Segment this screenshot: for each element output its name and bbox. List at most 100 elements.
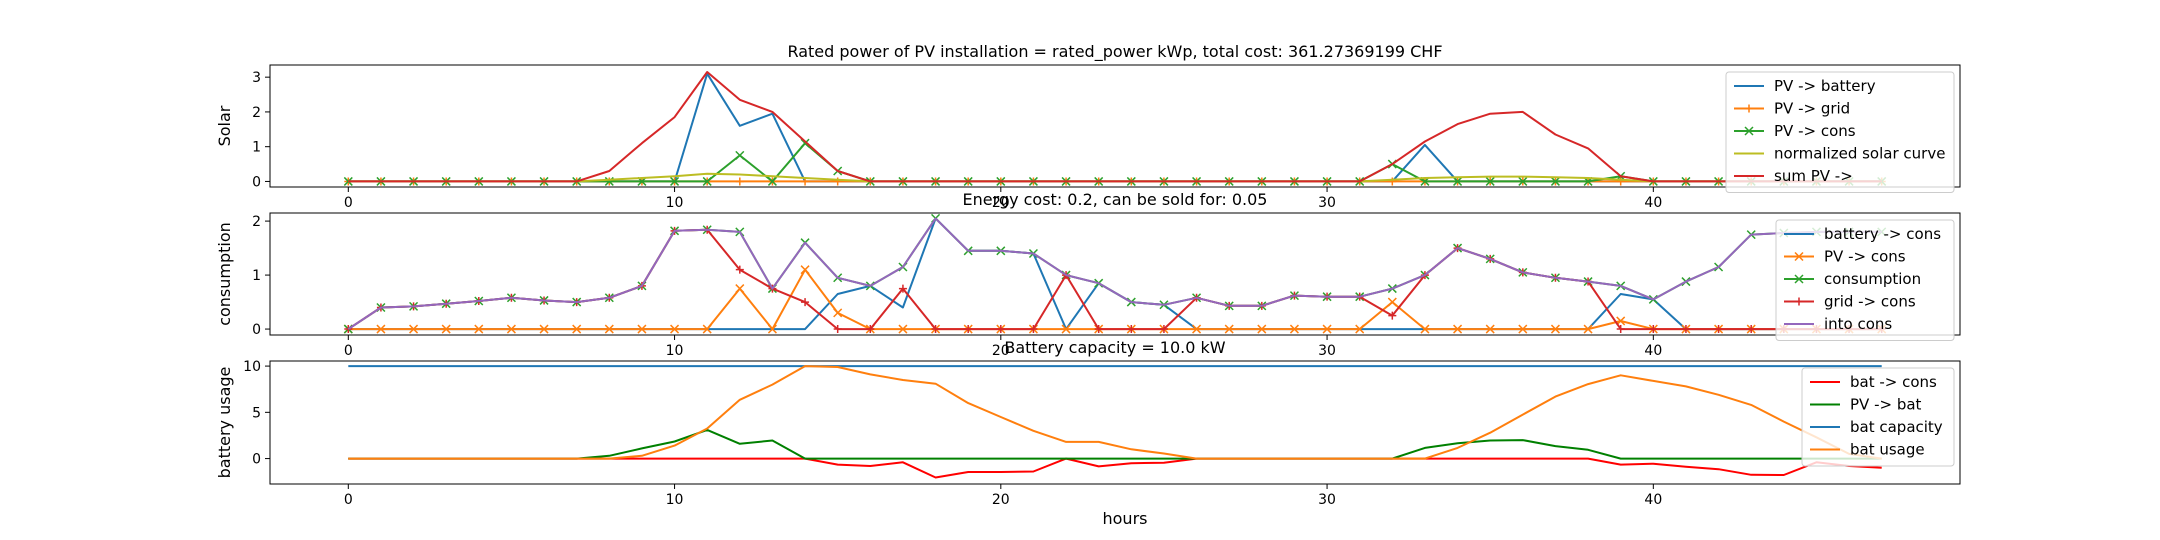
- data-point: [1355, 324, 1365, 334]
- data-point: [441, 324, 451, 334]
- legend-box: [1725, 71, 1955, 193]
- legend-marker: [1794, 251, 1804, 262]
- x-tick-label: 30: [1318, 195, 1336, 211]
- legend-label: sum PV ->: [1774, 167, 1853, 185]
- data-point: [1714, 325, 1723, 334]
- legend-label: PV -> cons: [1774, 122, 1856, 140]
- data-point: [1583, 324, 1593, 334]
- y-tick-label: 5: [252, 405, 261, 421]
- data-point: [409, 324, 419, 334]
- series-4: [348, 365, 1882, 460]
- legend-label: bat capacity: [1850, 418, 1943, 436]
- data-point: [1550, 176, 1560, 186]
- subplot-2-frame: [269, 212, 1961, 336]
- series-line: [348, 428, 1882, 460]
- data-point: [735, 265, 744, 274]
- data-point: [539, 324, 549, 334]
- data-point: [702, 324, 712, 334]
- data-point: [1061, 324, 1071, 334]
- data-point: [898, 324, 908, 334]
- figure-xlabel: hours: [1103, 509, 1148, 528]
- data-point: [1094, 325, 1103, 334]
- subplot-1-legend: PV -> battery PV -> grid PV -> cons normali…: [1725, 71, 1955, 193]
- subplot-2: Energy cost: 0.2, can be sold for: 0.05 c…: [215, 190, 1961, 359]
- data-point: [376, 324, 386, 334]
- series-line: [347, 217, 1882, 330]
- y-tick-label: 1: [252, 268, 261, 284]
- data-point: [898, 284, 907, 293]
- data-point: [1485, 324, 1495, 334]
- data-point: [1518, 176, 1528, 186]
- series-5: [348, 71, 1882, 183]
- subplot-3: Battery capacity = 10.0 kW battery usage 0…: [215, 338, 1961, 508]
- data-point: [506, 324, 516, 334]
- x-tick-label: 0: [344, 343, 353, 359]
- legend-marker: [1795, 297, 1803, 306]
- data-point: [1453, 324, 1463, 334]
- subplot-1-title: Rated power of PV installation = rated_p…: [787, 42, 1442, 62]
- data-point: [735, 177, 744, 186]
- data-point: [474, 324, 484, 334]
- subplot-2-title: Energy cost: 0.2, can be sold for: 0.05: [963, 190, 1268, 209]
- legend-marker: [1794, 274, 1804, 284]
- data-point: [833, 325, 842, 334]
- data-point: [670, 176, 680, 186]
- data-point: [1518, 324, 1528, 334]
- data-point: [1029, 325, 1038, 334]
- data-point: [833, 308, 843, 318]
- data-point: [866, 325, 875, 334]
- data-point: [572, 324, 582, 334]
- data-point: [800, 265, 810, 275]
- series-line: [348, 71, 1882, 183]
- subplot-1: Rated power of PV installation = rated_p…: [215, 42, 1961, 211]
- data-point: [996, 325, 1005, 334]
- y-tick-label: 10: [243, 359, 261, 375]
- data-point: [767, 176, 777, 186]
- subplot-3-ylabel: battery usage: [215, 367, 234, 479]
- x-tick-label: 40: [1644, 492, 1662, 508]
- series-5: [347, 217, 1882, 330]
- data-point: [670, 324, 680, 334]
- data-point: [800, 138, 810, 148]
- legend-label: into cons: [1824, 315, 1892, 333]
- data-point: [1747, 325, 1756, 334]
- data-point: [1453, 176, 1463, 186]
- legend-marker: [1745, 104, 1753, 113]
- data-point: [637, 324, 647, 334]
- series-2: [348, 428, 1882, 460]
- subplot-3-title: Battery capacity = 10.0 kW: [1004, 338, 1225, 357]
- data-point: [1420, 324, 1430, 334]
- legend-marker: [1744, 126, 1754, 136]
- legend-label: bat -> cons: [1850, 373, 1937, 391]
- y-tick-label: 3: [252, 70, 261, 86]
- legend-label: PV -> cons: [1824, 248, 1906, 266]
- data-point: [931, 325, 940, 334]
- x-tick-label: 0: [344, 195, 353, 211]
- data-point: [1550, 324, 1560, 334]
- legend-label: PV -> grid: [1774, 100, 1850, 118]
- legend-label: consumption: [1824, 270, 1921, 288]
- x-tick-label: 30: [1318, 343, 1336, 359]
- data-point: [801, 298, 810, 307]
- subplot-3-frame: [269, 360, 1961, 485]
- y-tick-label: 0: [252, 322, 261, 338]
- x-tick-label: 40: [1644, 343, 1662, 359]
- y-tick-label: 0: [252, 452, 261, 468]
- legend-label: bat usage: [1850, 441, 1925, 459]
- legend-label: PV -> bat: [1850, 396, 1922, 414]
- data-point: [1616, 325, 1625, 334]
- data-point: [1485, 176, 1495, 186]
- data-point: [1257, 324, 1267, 334]
- subplot-2-ylabel: consumption: [215, 222, 234, 326]
- legend-label: grid -> cons: [1824, 293, 1916, 311]
- data-point: [1649, 325, 1658, 334]
- data-point: [964, 325, 973, 334]
- y-tick-label: 0: [252, 174, 261, 190]
- x-tick-label: 40: [1644, 195, 1662, 211]
- data-point: [735, 284, 745, 294]
- x-tick-label: 0: [344, 492, 353, 508]
- x-tick-label: 10: [666, 492, 684, 508]
- data-point: [1159, 325, 1168, 334]
- data-point: [702, 176, 712, 186]
- data-point: [767, 324, 777, 334]
